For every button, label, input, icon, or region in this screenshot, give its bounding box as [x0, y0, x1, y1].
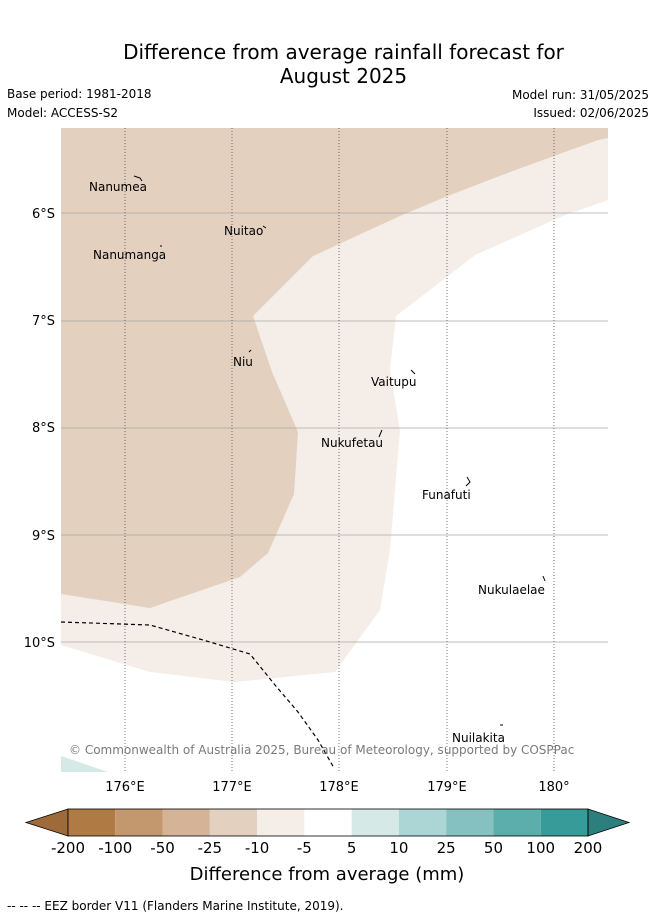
latitude-tick-labels: 6°S 7°S 8°S 9°S 10°S	[24, 207, 55, 651]
colorbar-tick-label: 200	[574, 839, 603, 857]
colorbar-segment	[68, 809, 116, 836]
model-label: Model: ACCESS-S2	[7, 106, 119, 120]
tan-region	[61, 128, 608, 608]
place-label-niu: Niu	[233, 355, 253, 369]
colorbar-outline	[67, 808, 589, 837]
copyright-credit: © Commonwealth of Australia 2025, Bureau…	[69, 743, 574, 757]
colorbar-segment	[351, 809, 399, 836]
colorbar-extend-low	[24, 808, 69, 837]
colorbar-extend-high	[587, 808, 631, 837]
colorbar-segment	[540, 809, 588, 836]
place-label-funafuti: Funafuti	[422, 488, 471, 502]
lat-tick-6s: 6°S	[32, 207, 55, 222]
lon-tick-178e: 178°E	[319, 780, 359, 795]
colorbar-segment	[115, 809, 163, 836]
colorbar-tick-label: -10	[245, 839, 270, 857]
lat-tick-9s: 9°S	[32, 529, 55, 544]
colorbar-tick-label: 50	[484, 839, 503, 857]
colorbar-tick-label: -100	[98, 839, 132, 857]
eez-border	[60, 621, 335, 769]
place-label-nuilakita: Nuilakita	[452, 731, 505, 745]
teal-region	[61, 756, 108, 772]
lat-tick-8s: 8°S	[32, 421, 55, 436]
island-outlines	[133, 175, 546, 726]
place-label-nanumea: Nanumea	[89, 180, 147, 194]
lon-tick-179e: 179°E	[427, 780, 467, 795]
lat-tick-10s: 10°S	[24, 636, 55, 651]
colorbar-title: Difference from average (mm)	[190, 864, 465, 885]
colorbar-segment	[304, 809, 352, 836]
place-labels: Nanumea Nuitao Nanumanga Niu Vaitupu Nuk…	[89, 180, 545, 745]
model-run-label: Model run: 31/05/2025	[511, 88, 649, 102]
colorbar-tick-label: 5	[347, 839, 357, 857]
title-line-1: Difference from average rainfall forecas…	[123, 40, 564, 64]
lon-tick-177e: 177°E	[212, 780, 252, 795]
colorbar-segment	[446, 809, 494, 836]
map-title: Difference from average rainfall forecas…	[0, 40, 655, 88]
place-label-vaitupu: Vaitupu	[371, 375, 417, 389]
place-label-nanumanga: Nanumanga	[93, 248, 166, 262]
colorbar-segment	[209, 809, 258, 836]
colorbar-labels: -200 -100 -50 -25 -10 -5 5 10 25 50 100 200	[51, 839, 602, 857]
lat-tick-7s: 7°S	[32, 314, 55, 329]
colorbar-tick-label: 10	[389, 839, 408, 857]
colorbar-tick-label: 100	[526, 839, 555, 857]
map-area: Nanumea Nuitao Nanumanga Niu Vaitupu Nuk…	[60, 128, 608, 772]
issued-label: Issued: 02/06/2025	[533, 106, 649, 120]
place-label-nukulaelae: Nukulaelae	[478, 583, 545, 597]
colorbar-tick-label: -25	[198, 839, 223, 857]
lon-tick-180: 180°	[538, 780, 569, 795]
longitude-tick-labels: 176°E 177°E 178°E 179°E 180°	[105, 780, 569, 795]
colorbar-tick-label: -5	[297, 839, 312, 857]
colorbar-segment	[493, 809, 541, 836]
title-line-2: August 2025	[279, 64, 408, 88]
colorbar-tick-label: -50	[150, 839, 175, 857]
longitude-gridlines	[124, 128, 555, 772]
base-period-label: Base period: 1981-2018	[7, 87, 152, 101]
colorbar-tick-label: 25	[437, 839, 456, 857]
place-label-nukufetau: Nukufetau	[321, 436, 383, 450]
latitude-gridlines	[61, 212, 608, 643]
colorbar	[24, 808, 631, 837]
colorbar-tick-label: -200	[51, 839, 85, 857]
colorbar-segment	[398, 809, 447, 836]
lon-tick-176e: 176°E	[105, 780, 145, 795]
colorbar-segment	[257, 809, 305, 836]
colorbar-segment	[162, 809, 210, 836]
place-label-nuitao: Nuitao	[224, 224, 263, 238]
eez-legend-note: -- -- -- EEZ border V11 (Flanders Marine…	[7, 899, 344, 913]
